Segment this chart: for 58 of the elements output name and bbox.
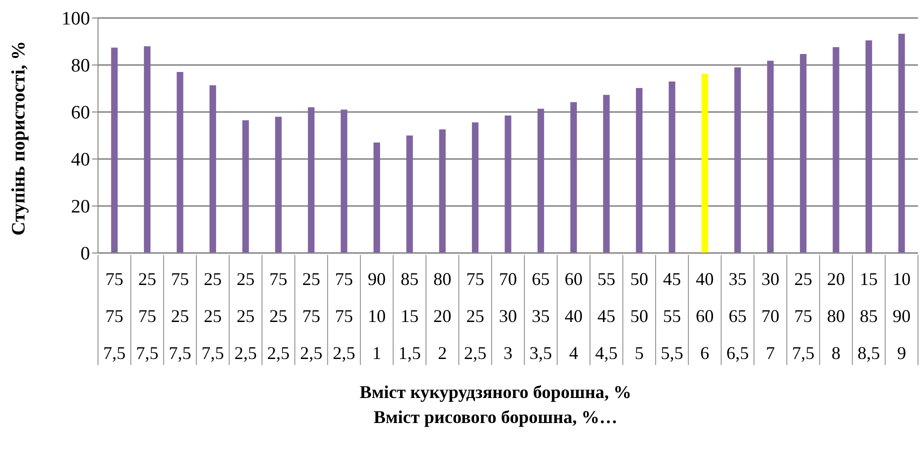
y-tick-label: 100: [62, 8, 90, 30]
bar: [702, 74, 708, 253]
bar: [210, 85, 216, 253]
x-axis-title: Вміст кукурудзяного борошна, % Вміст рисового борошна, %…: [358, 381, 632, 429]
x-tick-label: 75 75 2,5: [332, 269, 356, 363]
x-tick-label: 25 75 2,5: [300, 269, 322, 363]
x-tick-label: 50 50 5: [630, 269, 648, 363]
bar: [275, 116, 282, 253]
bar: [866, 40, 872, 253]
x-tick-label: 10 90 9: [892, 269, 911, 363]
x-tick-label: 45 55 5,5: [660, 269, 684, 363]
bar: [603, 94, 610, 253]
x-tick-label: 35 65 6,5: [726, 269, 749, 363]
x-tick-label: 30 70 7: [761, 269, 780, 363]
bar: [374, 142, 380, 253]
x-tick-label: 65 35 3,5: [530, 269, 552, 363]
bar: [800, 54, 806, 253]
bar: [111, 48, 118, 253]
y-tick-label: 40: [71, 150, 90, 171]
x-tick-label: 75 75 7,5: [103, 269, 126, 363]
y-tick-label: 80: [71, 56, 90, 77]
bar: [832, 47, 840, 253]
bar: [308, 107, 314, 253]
bar: [898, 34, 905, 253]
x-tick-label: 75 25 2,5: [267, 269, 290, 363]
bar: [242, 120, 249, 253]
bar: [538, 108, 544, 253]
bar: [504, 116, 512, 253]
y-tick-label: 0: [80, 244, 90, 265]
x-tick-label: 75 25 2,5: [464, 269, 486, 363]
x-tick-label: 25 75 7,5: [792, 269, 814, 363]
y-tick-label: 20: [71, 196, 90, 218]
x-tick-label: 75 25 7,5: [168, 269, 192, 363]
x-tick-label: 15 85 8,5: [858, 269, 880, 363]
bar: [144, 46, 150, 253]
bar: [176, 72, 184, 253]
bar: [734, 67, 741, 253]
bar: [472, 122, 478, 253]
x-tick-label: 85 15 1,5: [398, 269, 421, 363]
x-tick-label: 25 25 7,5: [202, 269, 224, 363]
x-tick-label: 70 30 3: [499, 269, 517, 363]
x-tick-label: 20 80 8: [827, 269, 845, 363]
x-tick-label: 80 20 2: [433, 269, 452, 363]
bar: [406, 136, 413, 253]
x-tick-label: 25 25 2,5: [234, 269, 257, 363]
y-tick-label: 60: [71, 102, 90, 124]
y-axis-title: Ступінь пористості, %: [8, 40, 30, 236]
x-tick-label: 55 45 4,5: [595, 269, 618, 363]
bar: [767, 60, 774, 253]
x-tick-label: 60 40 4: [564, 269, 583, 363]
x-tick-label: 25 75 7,5: [136, 269, 158, 363]
bar: [636, 88, 642, 253]
x-tick-label: 90 10 1: [368, 269, 386, 363]
bar: [668, 81, 676, 253]
bar: [439, 129, 446, 253]
x-tick-label: 40 60 6: [696, 269, 714, 363]
bar: [340, 110, 348, 253]
bar: [570, 102, 577, 253]
